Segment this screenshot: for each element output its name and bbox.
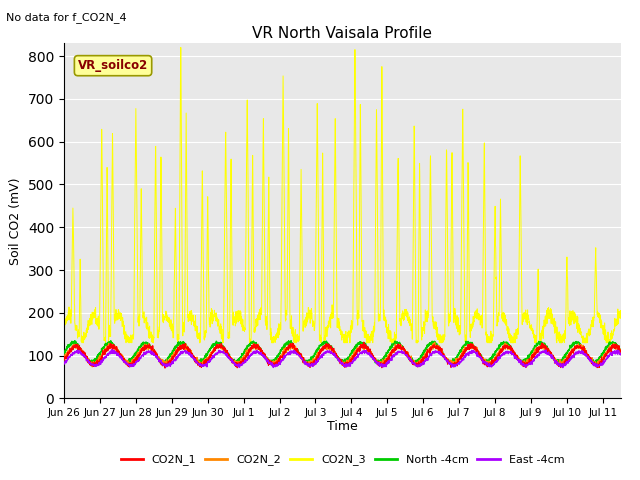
Text: VR_soilco2: VR_soilco2 (78, 59, 148, 72)
Y-axis label: Soil CO2 (mV): Soil CO2 (mV) (10, 177, 22, 264)
Text: No data for f_CO2N_4: No data for f_CO2N_4 (6, 12, 127, 23)
X-axis label: Time: Time (327, 420, 358, 432)
Legend: CO2N_1, CO2N_2, CO2N_3, North -4cm, East -4cm: CO2N_1, CO2N_2, CO2N_3, North -4cm, East… (116, 450, 569, 470)
Title: VR North Vaisala Profile: VR North Vaisala Profile (252, 25, 433, 41)
